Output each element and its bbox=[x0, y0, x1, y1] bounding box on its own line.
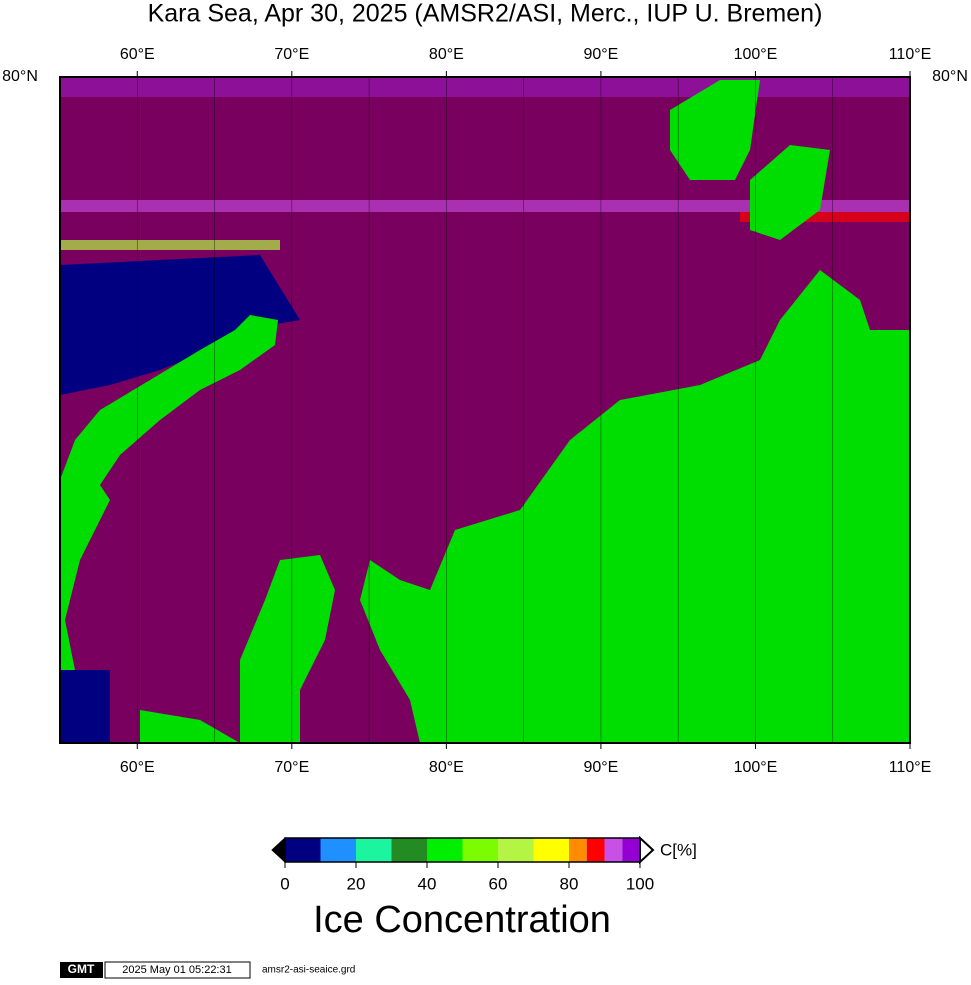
map-frame bbox=[59, 76, 911, 744]
lon-label: 90°E bbox=[583, 759, 618, 776]
lon-label: 100°E bbox=[734, 46, 778, 63]
lon-label: 100°E bbox=[734, 759, 778, 776]
colorbar-segment bbox=[498, 838, 534, 862]
land bbox=[140, 710, 240, 743]
colorbar-segment bbox=[391, 838, 427, 862]
colorbar-segment bbox=[320, 838, 356, 862]
colorbar-segment bbox=[533, 838, 569, 862]
title: Kara Sea, Apr 30, 2025 (AMSR2/ASI, Merc.… bbox=[148, 0, 823, 28]
lon-label: 70°E bbox=[274, 759, 309, 776]
colorbar-tick-label: 0 bbox=[280, 874, 289, 893]
lat-label: 80°N bbox=[932, 68, 968, 85]
colorbar-segment bbox=[356, 838, 392, 862]
land bbox=[360, 270, 910, 743]
logo-box bbox=[60, 962, 103, 978]
ice-patch bbox=[740, 212, 910, 222]
logo: GMT bbox=[68, 962, 95, 976]
colorbar-tick-label: 80 bbox=[560, 874, 579, 893]
timestamp-box bbox=[104, 961, 251, 979]
land bbox=[240, 555, 335, 743]
lon-label: 70°E bbox=[274, 46, 309, 63]
file-name: amsr2-asi-seaice.grd bbox=[262, 965, 355, 976]
ice-patch bbox=[60, 240, 280, 250]
lat-label: 80°N bbox=[2, 68, 38, 85]
under-triangle bbox=[271, 836, 286, 864]
colorbar-segment bbox=[604, 838, 623, 862]
land bbox=[60, 315, 278, 560]
over-triangle bbox=[639, 835, 655, 865]
colorbar-tick-label: 60 bbox=[489, 874, 508, 893]
timestamp: 2025 May 01 05:22:31 bbox=[122, 964, 231, 976]
colorbar-segment bbox=[285, 838, 321, 862]
ice-patch bbox=[60, 77, 910, 97]
colorbar-tick-label: 100 bbox=[626, 874, 654, 893]
colorbar-segment bbox=[427, 838, 463, 862]
colorbar-frame bbox=[284, 837, 641, 863]
colorbar bbox=[271, 835, 655, 865]
open-water bbox=[60, 255, 300, 395]
ice-patch bbox=[60, 200, 910, 212]
lon-label: 110°E bbox=[889, 46, 932, 63]
colorbar-segment bbox=[569, 838, 587, 862]
open-water bbox=[60, 670, 110, 743]
colorbar-unit: C[%] bbox=[660, 840, 697, 859]
map bbox=[60, 77, 910, 743]
land bbox=[750, 145, 830, 240]
colorbar-label: Ice Concentration bbox=[313, 899, 611, 941]
lon-label: 110°E bbox=[889, 759, 932, 776]
colorbar-segment bbox=[462, 838, 498, 862]
colorbar-segment bbox=[622, 838, 640, 862]
colorbar-tick-label: 20 bbox=[347, 874, 366, 893]
lon-label: 90°E bbox=[583, 46, 618, 63]
lon-label: 60°E bbox=[120, 46, 155, 63]
colorbar-segment bbox=[586, 838, 605, 862]
lon-label: 80°E bbox=[429, 759, 464, 776]
land bbox=[670, 80, 760, 180]
lon-label: 60°E bbox=[120, 759, 155, 776]
colorbar-tick-label: 40 bbox=[418, 874, 437, 893]
lon-label: 80°E bbox=[429, 46, 464, 63]
land bbox=[60, 470, 110, 670]
